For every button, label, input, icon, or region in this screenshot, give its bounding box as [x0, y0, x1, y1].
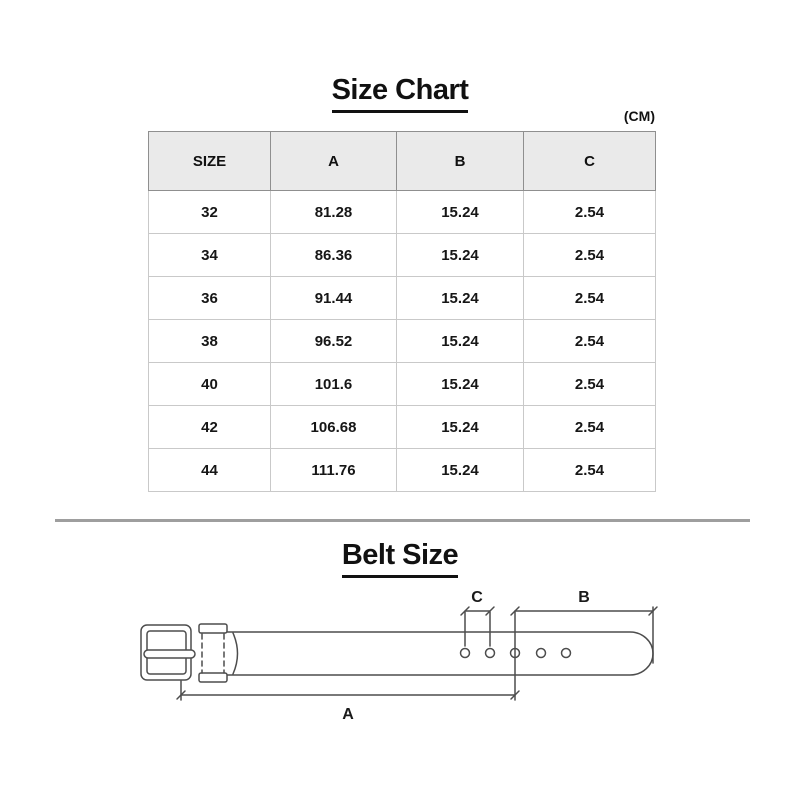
- table-cell: 34: [148, 233, 271, 277]
- belt-keeper-top-tab: [198, 623, 228, 634]
- belt-hole-5: [560, 647, 572, 659]
- table-cell: 2.54: [523, 405, 656, 449]
- dimension-b-label: B: [578, 589, 590, 606]
- belt-size-title-text: Belt Size: [341, 539, 459, 578]
- table-header-cell: A: [270, 131, 397, 191]
- dimension-c: [460, 606, 495, 647]
- belt-hole-2: [484, 647, 496, 659]
- table-cell: 111.76: [270, 448, 397, 492]
- table-row: 32 81.28 15.24 2.54: [148, 190, 656, 234]
- table-cell: 38: [148, 319, 271, 363]
- belt-strap: [199, 631, 654, 676]
- table-cell: 40: [148, 362, 271, 406]
- table-cell: 86.36: [270, 233, 397, 277]
- dimension-a: [176, 610, 520, 701]
- belt-keeper-bottom-tab: [198, 672, 228, 683]
- belt-hole-4: [535, 647, 547, 659]
- table-row: 44 111.76 15.24 2.54: [148, 448, 656, 492]
- table-cell: 2.54: [523, 448, 656, 492]
- table-header-cell: SIZE: [148, 131, 271, 191]
- dimension-a-label: A: [342, 706, 354, 723]
- dimension-b: [510, 606, 658, 664]
- size-table: SIZE A B C 32 81.28 15.24 2.54 34 86.36 15.24 2.54…: [148, 131, 656, 492]
- table-cell: 42: [148, 405, 271, 449]
- table-cell: 91.44: [270, 276, 397, 320]
- table-cell: 15.24: [396, 405, 524, 449]
- table-header-cell: B: [396, 131, 524, 191]
- belt-hole-1: [459, 647, 471, 659]
- table-cell: 15.24: [396, 233, 524, 277]
- table-cell: 15.24: [396, 448, 524, 492]
- size-table-body: 32 81.28 15.24 2.54 34 86.36 15.24 2.54 36 91.44 1…: [148, 190, 656, 492]
- table-cell: 15.24: [396, 276, 524, 320]
- table-cell: 101.6: [270, 362, 397, 406]
- table-cell: 81.28: [270, 190, 397, 234]
- table-row: 36 91.44 15.24 2.54: [148, 276, 656, 320]
- table-header-row: SIZE A B C: [148, 131, 656, 191]
- belt-diagram: C B A: [140, 589, 658, 723]
- table-row: 40 101.6 15.24 2.54: [148, 362, 656, 406]
- table-cell: 2.54: [523, 276, 656, 320]
- table-cell: 15.24: [396, 190, 524, 234]
- table-row: 38 96.52 15.24 2.54: [148, 319, 656, 363]
- belt-size-title: Belt Size: [0, 539, 800, 578]
- unit-label: (CM): [623, 108, 655, 124]
- section-divider: [55, 519, 750, 522]
- table-cell: 2.54: [523, 233, 656, 277]
- table-cell: 96.52: [270, 319, 397, 363]
- table-cell: 2.54: [523, 319, 656, 363]
- table-cell: 2.54: [523, 190, 656, 234]
- table-cell: 15.24: [396, 319, 524, 363]
- table-row: 34 86.36 15.24 2.54: [148, 233, 656, 277]
- table-cell: 32: [148, 190, 271, 234]
- table-cell: 36: [148, 276, 271, 320]
- belt-buckle-prong: [143, 649, 196, 659]
- size-chart-title: Size Chart: [0, 74, 800, 113]
- table-row: 42 106.68 15.24 2.54: [148, 405, 656, 449]
- size-chart-title-text: Size Chart: [331, 74, 469, 113]
- table-cell: 44: [148, 448, 271, 492]
- belt-end-curve: [232, 632, 239, 675]
- table-cell: 106.68: [270, 405, 397, 449]
- table-header-cell: C: [523, 131, 656, 191]
- table-cell: 15.24: [396, 362, 524, 406]
- table-cell: 2.54: [523, 362, 656, 406]
- dimension-c-label: C: [471, 589, 483, 606]
